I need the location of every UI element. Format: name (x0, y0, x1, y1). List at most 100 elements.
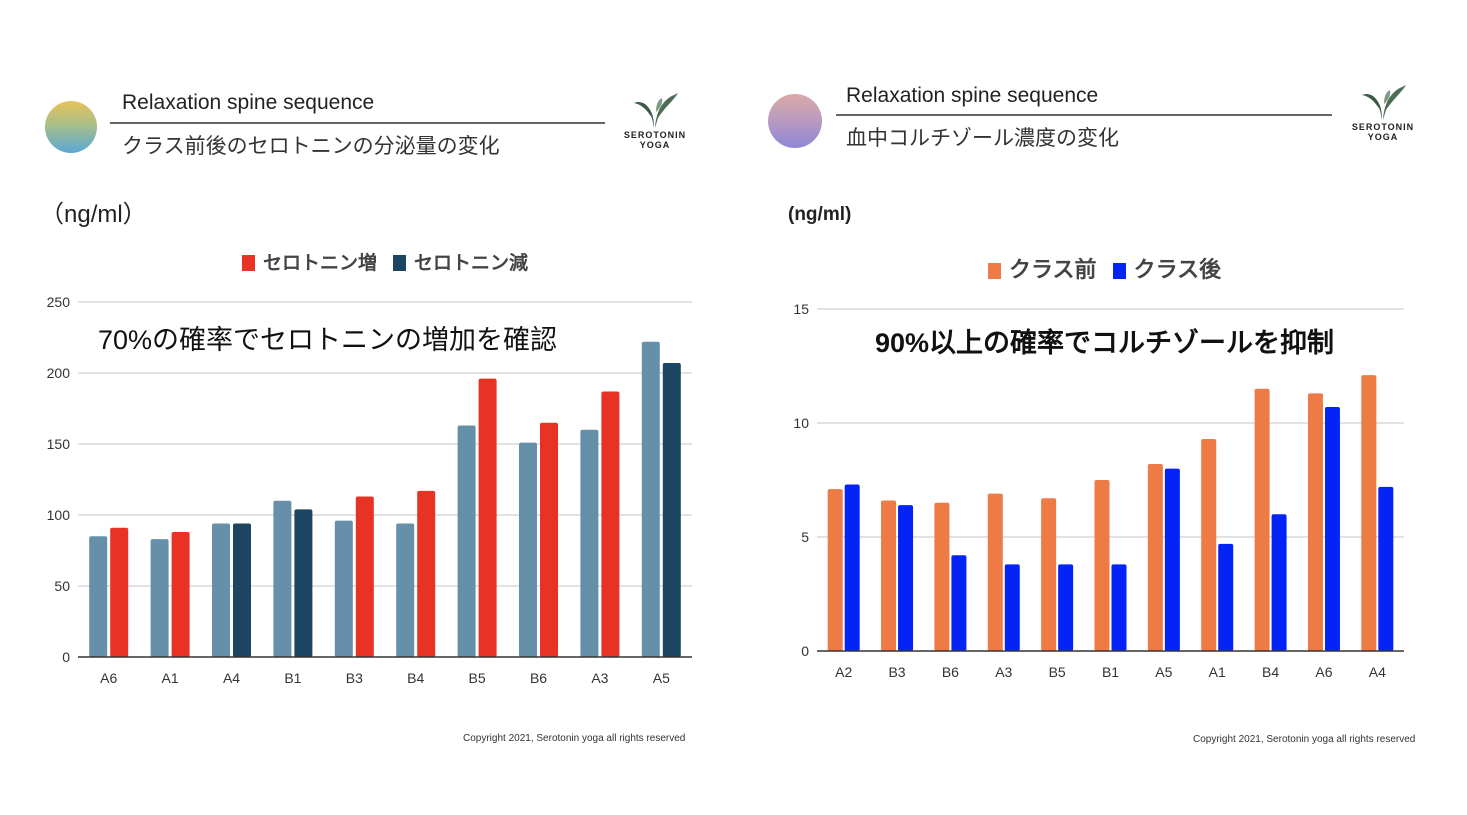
bar-B4-series2 (417, 490, 436, 657)
bar-A4-series2 (233, 523, 251, 657)
legend-label: セロトニン減 (414, 253, 529, 274)
gradient-circle-logo (768, 94, 822, 148)
bar-A5-series2 (1164, 468, 1180, 651)
copyright: Copyright 2021, Serotonin yoga all right… (463, 733, 686, 744)
bar-B5-series2 (1058, 564, 1074, 651)
legend-swatch (1112, 263, 1126, 279)
bar-B1-series1 (1094, 480, 1110, 651)
bar-B3-series1 (334, 520, 353, 657)
serotonin-yoga-logo: SEROTONIN YOGA (1348, 84, 1418, 142)
logo-text-line2: YOGA (639, 140, 671, 150)
bar-B4-series2 (1271, 514, 1287, 651)
x-tick-label: A4 (223, 670, 240, 686)
bar-B4-series1 (396, 523, 415, 657)
legend-swatch (242, 255, 255, 271)
x-tick-label: B6 (530, 670, 547, 686)
x-tick-label: A3 (995, 664, 1012, 680)
x-tick-label: B3 (888, 664, 905, 680)
serotonin-yoga-logo: SEROTONIN YOGA (620, 92, 690, 150)
plant-icon (634, 93, 678, 128)
x-tick-label: B4 (407, 670, 424, 686)
y-tick-label: 100 (47, 507, 71, 523)
bar-A5-series1 (641, 341, 660, 657)
y-tick-label: 15 (793, 301, 809, 317)
title-divider (110, 122, 605, 124)
legend-item-decrease: セロトニン減 (393, 248, 528, 275)
chart-annotation: 70%の確率でセロトニンの増加を確認 (98, 325, 558, 355)
gradient-circle-logo (45, 101, 97, 153)
bar-B5-series1 (457, 425, 476, 657)
bar-B3-series2 (898, 505, 914, 651)
bar-A4-series2 (1378, 486, 1394, 651)
bar-B1-series2 (294, 509, 313, 657)
logo-text-line1: SEROTONIN (1351, 122, 1415, 132)
chart-annotation: 90%以上の確率でコルチゾールを抑制 (875, 328, 1335, 358)
copyright: Copyright 2021, Serotonin yoga all right… (1193, 734, 1416, 745)
x-tick-label: B5 (469, 670, 486, 686)
bar-A3-series2 (601, 391, 620, 657)
plant-icon (1362, 85, 1406, 120)
legend-swatch (393, 255, 407, 271)
bar-A1-series2 (171, 532, 190, 657)
unit-label: （ng/ml） (40, 201, 147, 228)
bar-A3-series1 (580, 429, 599, 657)
x-tick-label: B6 (942, 664, 959, 680)
x-tick-label: A2 (835, 664, 852, 680)
legend-label: クラス前 (1009, 257, 1097, 282)
logo-text-line2: YOGA (1367, 132, 1399, 142)
x-tick-label: A6 (100, 670, 117, 686)
bar-B5-series1 (1041, 498, 1057, 651)
bar-B6-series2 (540, 422, 558, 657)
bar-A4-series1 (1361, 375, 1377, 651)
bar-A3-series2 (1004, 564, 1020, 651)
title-divider (836, 114, 1332, 116)
x-tick-label: A5 (653, 670, 670, 686)
panel-subtitle: 血中コルチゾール濃度の変化 (846, 127, 1119, 150)
bar-A1-series1 (150, 539, 169, 657)
legend-label: クラス後 (1133, 257, 1222, 282)
bar-A6-series1 (1307, 393, 1323, 651)
x-tick-label: B5 (1049, 664, 1066, 680)
bar-B3-series2 (355, 496, 374, 657)
y-tick-label: 50 (54, 578, 70, 594)
bar-B6-series1 (519, 442, 537, 657)
bar-B6-series1 (934, 502, 950, 651)
x-tick-label: A5 (1155, 664, 1172, 680)
y-tick-label: 10 (793, 415, 809, 431)
legend-item-after: クラス後 (1112, 252, 1222, 284)
panel-subtitle: クラス前後のセロトニンの分泌量の変化 (122, 135, 500, 158)
y-tick-label: 0 (801, 643, 809, 659)
bar-A6-series2 (110, 527, 129, 657)
panel-title: Relaxation spine sequence (122, 91, 375, 114)
bar-A5-series1 (1147, 464, 1163, 651)
x-tick-label: A1 (1209, 664, 1226, 680)
unit-label: (ng/ml) (788, 204, 852, 225)
legend-label: セロトニン増 (263, 253, 378, 274)
x-tick-label: B3 (346, 670, 363, 686)
x-tick-label: A4 (1369, 664, 1386, 680)
x-tick-label: A3 (591, 670, 608, 686)
bar-A6-series1 (89, 536, 108, 657)
chart-legend: クラス前 クラス後 (988, 252, 1221, 284)
bar-B3-series1 (881, 500, 897, 651)
bar-A2-series2 (844, 484, 860, 651)
bar-B5-series2 (478, 378, 497, 657)
bar-A4-series1 (212, 523, 230, 657)
y-tick-label: 0 (62, 649, 70, 665)
legend-swatch (988, 263, 1001, 279)
y-tick-label: 150 (47, 436, 71, 452)
legend-item-increase: セロトニン増 (242, 248, 377, 275)
x-tick-label: B1 (284, 670, 301, 686)
y-tick-label: 200 (47, 365, 71, 381)
legend-item-before: クラス前 (988, 252, 1097, 284)
serotonin-bar-chart: 0 50 100 150 200 250 A6 A1 A4 B1 B3 B4 B5 B6 A3 A5 (47, 294, 692, 686)
x-tick-label: B4 (1262, 664, 1279, 680)
bar-A1-series2 (1218, 543, 1234, 651)
bar-A6-series2 (1324, 407, 1340, 651)
panel-title: Relaxation spine sequence (846, 84, 1099, 107)
bar-B6-series2 (951, 555, 967, 651)
y-tick-label: 250 (47, 294, 71, 310)
bar-B1-series2 (1111, 564, 1127, 651)
bar-A3-series1 (987, 493, 1003, 651)
bar-B1-series1 (273, 500, 292, 657)
